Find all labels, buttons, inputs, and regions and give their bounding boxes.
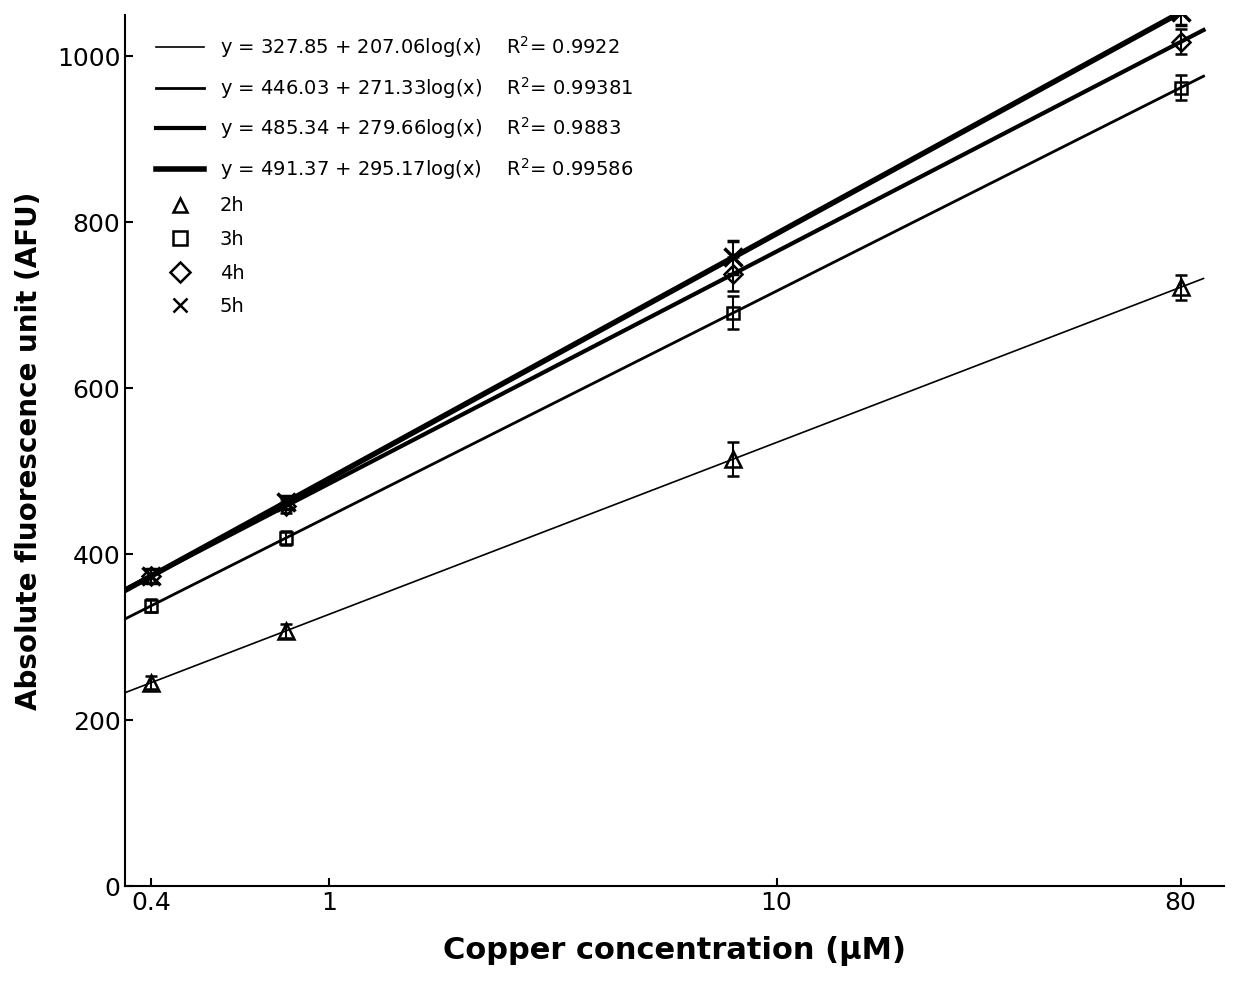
Legend: y = 327.85 + 207.06log(x)    R$^2$= 0.9922, y = 446.03 + 271.33log(x)    R$^2$= : y = 327.85 + 207.06log(x) R$^2$= 0.9922,… xyxy=(146,25,643,326)
Y-axis label: Absolute fluorescence unit (AFU): Absolute fluorescence unit (AFU) xyxy=(15,191,43,710)
X-axis label: Copper concentration (μM): Copper concentration (μM) xyxy=(444,936,906,966)
